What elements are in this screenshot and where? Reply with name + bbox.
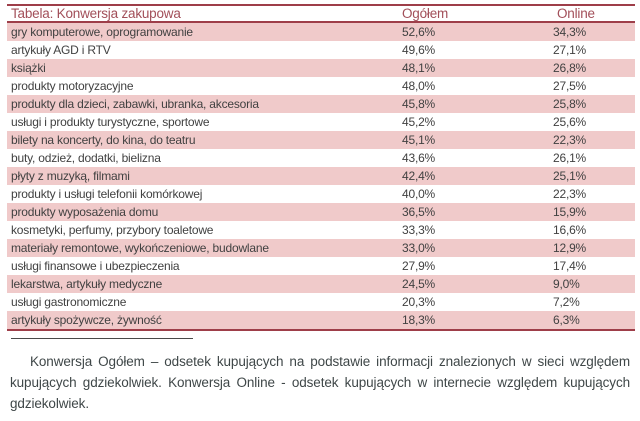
row-label: książki xyxy=(11,61,46,75)
column-header-ogolem: Ogółem xyxy=(402,6,449,21)
ogolem-value: 20,3% xyxy=(402,295,436,309)
table-row: książki 48,1% 26,8% xyxy=(7,59,635,77)
row-label: bilety na koncerty, do kina, do teatru xyxy=(11,133,196,147)
online-value: 26,8% xyxy=(553,61,587,75)
ogolem-value: 24,5% xyxy=(402,277,436,291)
row-label: lekarstwa, artykuły medyczne xyxy=(11,277,163,291)
ogolem-value: 42,4% xyxy=(402,169,436,183)
online-value: 22,3% xyxy=(553,133,587,147)
table-row: materiały remontowe, wykończeniowe, budo… xyxy=(7,239,635,257)
table-row: produkty wyposażenia domu 36,5% 15,9% xyxy=(7,203,635,221)
row-label: artykuły spożywcze, żywność xyxy=(11,313,162,327)
online-value: 7,2% xyxy=(553,295,580,309)
ogolem-value: 33,0% xyxy=(402,241,436,255)
row-label: produkty i usługi telefonii komórkowej xyxy=(11,187,203,201)
conversion-table: Tabela: Konwersja zakupowa Ogółem Online… xyxy=(7,4,635,331)
table-row: artykuły AGD i RTV 49,6% 27,1% xyxy=(7,41,635,59)
ogolem-value: 33,3% xyxy=(402,223,436,237)
table-row: buty, odzież, dodatki, bielizna 43,6% 26… xyxy=(7,149,635,167)
online-value: 25,6% xyxy=(553,115,587,129)
row-label: produkty wyposażenia domu xyxy=(11,205,159,219)
ogolem-value: 52,6% xyxy=(402,25,436,39)
online-value: 27,5% xyxy=(553,79,587,93)
row-label: usługi finansowe i ubezpieczenia xyxy=(11,259,180,273)
online-value: 25,1% xyxy=(553,169,587,183)
row-label: gry komputerowe, oprogramowanie xyxy=(11,25,193,39)
table-row: lekarstwa, artykuły medyczne 24,5% 9,0% xyxy=(7,275,635,293)
table-row: płyty z muzyką, filmami 42,4% 25,1% xyxy=(7,167,635,185)
row-label: materiały remontowe, wykończeniowe, budo… xyxy=(11,241,269,255)
row-label: kosmetyki, perfumy, przybory toaletowe xyxy=(11,223,214,237)
table-row: artykuły spożywcze, żywność 18,3% 6,3% xyxy=(7,311,635,329)
row-label: produkty dla dzieci, zabawki, ubranka, a… xyxy=(11,97,259,111)
online-value: 15,9% xyxy=(553,205,587,219)
online-value: 25,8% xyxy=(553,97,587,111)
table-row: produkty i usługi telefonii komórkowej 4… xyxy=(7,185,635,203)
online-value: 22,3% xyxy=(553,187,587,201)
online-value: 9,0% xyxy=(553,277,580,291)
ogolem-value: 48,0% xyxy=(402,79,436,93)
ogolem-value: 18,3% xyxy=(402,313,436,327)
footnote-separator-rule xyxy=(11,338,193,339)
online-value: 27,1% xyxy=(553,43,587,57)
ogolem-value: 49,6% xyxy=(402,43,436,57)
table-header-row: Tabela: Konwersja zakupowa Ogółem Online xyxy=(7,6,635,23)
table-row: bilety na koncerty, do kina, do teatru 4… xyxy=(7,131,635,149)
row-label: usługi i produkty turystyczne, sportowe xyxy=(11,115,210,129)
ogolem-value: 45,1% xyxy=(402,133,436,147)
table-body: gry komputerowe, oprogramowanie 52,6% 34… xyxy=(7,23,635,331)
ogolem-value: 43,6% xyxy=(402,151,436,165)
row-label: artykuły AGD i RTV xyxy=(11,43,111,57)
table-row: usługi finansowe i ubezpieczenia 27,9% 1… xyxy=(7,257,635,275)
online-value: 6,3% xyxy=(553,313,580,327)
table-title: Tabela: Konwersja zakupowa xyxy=(11,6,181,21)
online-value: 26,1% xyxy=(553,151,587,165)
ogolem-value: 27,9% xyxy=(402,259,436,273)
row-label: płyty z muzyką, filmami xyxy=(11,169,130,183)
row-label: usługi gastronomiczne xyxy=(11,295,127,309)
footnote-text: Konwersja Ogółem – odsetek kupujących na… xyxy=(10,354,630,411)
ogolem-value: 48,1% xyxy=(402,61,436,75)
online-value: 34,3% xyxy=(553,25,587,39)
ogolem-value: 36,5% xyxy=(402,205,436,219)
online-value: 17,4% xyxy=(553,259,587,273)
table-row: produkty motoryzacyjne 48,0% 27,5% xyxy=(7,77,635,95)
ogolem-value: 40,0% xyxy=(402,187,436,201)
row-label: produkty motoryzacyjne xyxy=(11,79,134,93)
table-row: kosmetyki, perfumy, przybory toaletowe 3… xyxy=(7,221,635,239)
online-value: 12,9% xyxy=(553,241,587,255)
ogolem-value: 45,2% xyxy=(402,115,436,129)
row-label: buty, odzież, dodatki, bielizna xyxy=(11,151,161,165)
table-row: gry komputerowe, oprogramowanie 52,6% 34… xyxy=(7,23,635,41)
online-value: 16,6% xyxy=(553,223,587,237)
column-header-online: Online xyxy=(557,6,595,21)
table-row: usługi i produkty turystyczne, sportowe … xyxy=(7,113,635,131)
ogolem-value: 45,8% xyxy=(402,97,436,111)
table-row: produkty dla dzieci, zabawki, ubranka, a… xyxy=(7,95,635,113)
table-row: usługi gastronomiczne 20,3% 7,2% xyxy=(7,293,635,311)
